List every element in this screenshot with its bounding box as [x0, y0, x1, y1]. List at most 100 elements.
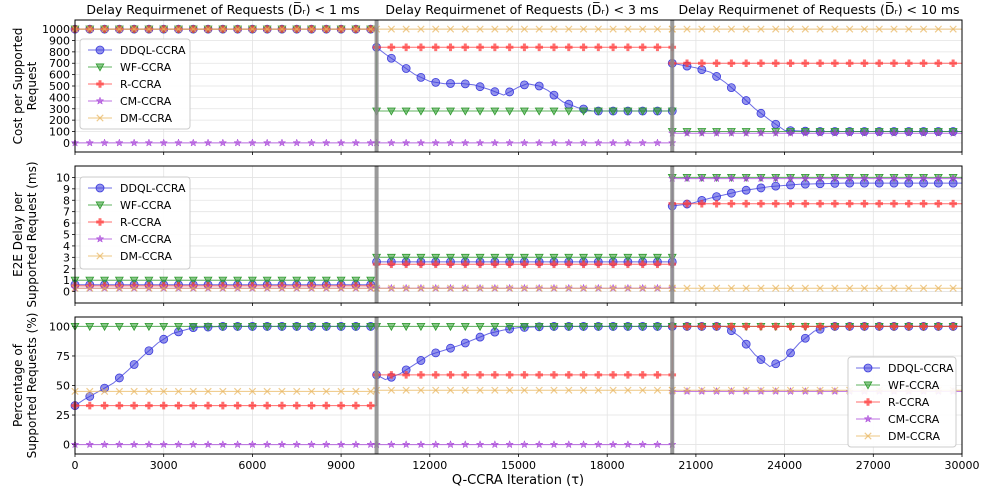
data-point [460, 253, 470, 262]
x-tick-label: 18000 [590, 459, 625, 472]
data-point [446, 323, 455, 332]
data-point [594, 371, 603, 379]
x-tick-label: 15000 [501, 459, 536, 472]
data-point [726, 83, 736, 92]
plot-frame [74, 19, 963, 153]
data-point [416, 72, 426, 82]
data-point [505, 371, 514, 379]
data-point [401, 253, 411, 262]
data-point [564, 107, 574, 116]
data-point [218, 138, 228, 147]
data-point [262, 323, 272, 332]
data-point [307, 284, 316, 292]
data-point [639, 386, 647, 394]
data-point [831, 25, 839, 33]
legend-marker [864, 398, 872, 406]
data-point [801, 199, 810, 208]
data-point [351, 440, 361, 449]
data-point [233, 387, 242, 396]
data-point [431, 348, 441, 358]
data-point [638, 138, 647, 147]
data-point [594, 260, 603, 268]
data-point [726, 188, 736, 198]
data-point [204, 25, 212, 33]
data-point [520, 43, 529, 52]
data-point [565, 25, 573, 33]
data-point [204, 401, 212, 410]
data-point [608, 107, 618, 116]
data-point [86, 25, 94, 33]
data-point [638, 43, 647, 52]
data-point [771, 128, 781, 137]
legend-marker [96, 252, 104, 260]
data-point [519, 323, 529, 332]
data-point [948, 174, 958, 183]
data-point [549, 440, 559, 449]
legend: DDQL-CCRA WF-CCRA R-CCRA CM-CCRA DM-CCRA [847, 356, 957, 448]
data-point [189, 387, 197, 396]
data-point [698, 322, 706, 331]
data-point [831, 284, 839, 292]
legend-entry: DDQL-CCRA [120, 182, 186, 195]
data-point [771, 359, 781, 369]
data-point [505, 138, 514, 147]
data-point [830, 174, 840, 183]
data-point [624, 284, 632, 292]
data-point [801, 59, 810, 68]
data-point [432, 284, 440, 292]
data-point [697, 128, 707, 137]
data-point [949, 199, 957, 208]
data-point [431, 43, 440, 52]
data-point [741, 174, 751, 183]
legend-entry: CM-CCRA [120, 95, 172, 108]
data-point [623, 138, 633, 147]
series-ddql-ccra [70, 322, 962, 410]
data-point [683, 386, 691, 394]
data-point [431, 253, 441, 262]
data-point [742, 284, 750, 292]
data-point [460, 338, 470, 348]
x-tick-label: 24000 [767, 459, 802, 472]
data-point [948, 128, 958, 137]
data-point [756, 128, 766, 137]
data-point [475, 323, 485, 332]
data-point [949, 25, 957, 33]
data-point [565, 284, 573, 292]
data-point [307, 323, 317, 332]
y-axis-label: E2E Delay perSupported Request (ms) [11, 161, 39, 307]
data-point [219, 284, 227, 292]
data-point [446, 284, 455, 292]
data-point [889, 174, 899, 183]
y-tick-label: 4 [63, 240, 70, 253]
data-point [278, 25, 286, 33]
data-point [446, 253, 455, 262]
series-dm-ccra [71, 284, 962, 292]
data-point [801, 284, 809, 292]
data-point [831, 386, 839, 394]
y-tick-label: 8 [63, 194, 70, 207]
data-point [564, 138, 574, 147]
legend-marker [863, 363, 873, 373]
data-point [432, 386, 440, 394]
data-point [608, 253, 618, 262]
data-point [402, 284, 410, 292]
data-point [564, 253, 574, 262]
legend-box [79, 176, 191, 270]
data-point [845, 25, 854, 33]
data-point [417, 284, 425, 292]
data-point [145, 401, 153, 410]
data-point [550, 371, 558, 379]
data-point [772, 284, 780, 292]
data-point [337, 401, 345, 410]
data-point [233, 138, 242, 147]
data-point [712, 128, 721, 137]
data-point [491, 371, 499, 379]
data-point [653, 440, 662, 449]
data-point [86, 284, 94, 292]
y-tick-label: 100 [49, 126, 70, 139]
y-tick-label: 1 [63, 274, 70, 287]
data-point [683, 199, 691, 208]
data-point [387, 371, 396, 379]
data-point [446, 371, 455, 379]
